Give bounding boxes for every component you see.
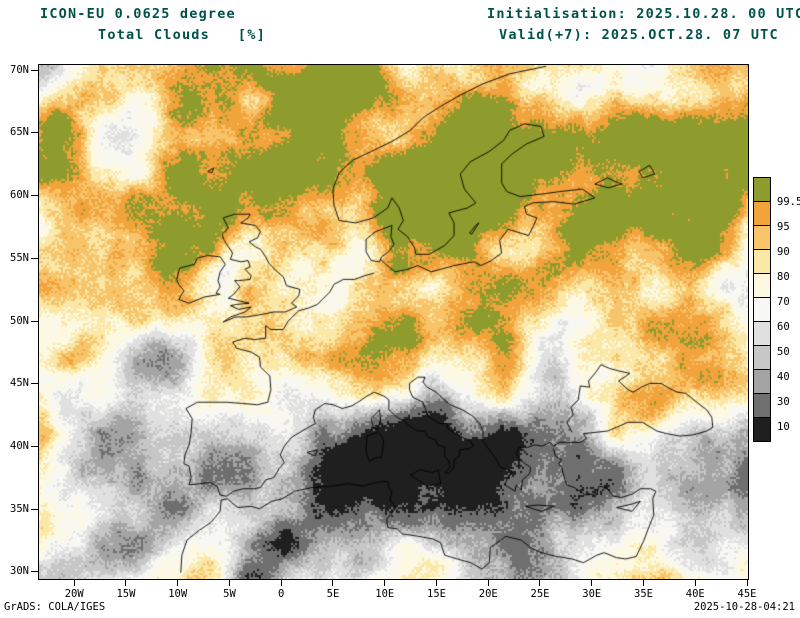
colorbar-label: 95 xyxy=(777,221,790,233)
lon-tick xyxy=(73,580,75,586)
lon-tick xyxy=(435,580,437,586)
lon-tick xyxy=(642,580,644,586)
lat-tick-label: 65N xyxy=(10,126,29,139)
lon-tick-label: 0 xyxy=(278,588,285,600)
lon-tick-label: 35E xyxy=(634,588,653,600)
lon-tick-label: 30E xyxy=(582,588,602,600)
lon-tick-label: 10E xyxy=(375,588,395,600)
lon-tick xyxy=(177,580,179,586)
lon-tick-label: 20W xyxy=(64,588,84,600)
colorbar xyxy=(753,177,771,442)
lon-tick xyxy=(694,580,696,586)
lon-tick xyxy=(228,580,230,586)
colorbar-label: 10 xyxy=(777,421,790,433)
lon-tick-label: 15W xyxy=(116,588,136,600)
colorbar-segment xyxy=(753,273,771,298)
lat-tick xyxy=(31,132,38,134)
grads-credit: GrADS: COLA/IGES xyxy=(4,601,106,613)
init-time-label: Initialisation: 2025.10.28. 00 UTC xyxy=(487,6,800,22)
valid-time-label: Valid(+7): 2025.OCT.28. 07 UTC xyxy=(499,27,779,43)
colorbar-segment xyxy=(753,345,771,370)
lat-tick-label: 55N xyxy=(10,251,29,264)
colorbar-label: 90 xyxy=(777,246,790,258)
colorbar-label: 99.5 xyxy=(777,196,800,208)
lon-tick xyxy=(487,580,489,586)
lat-tick xyxy=(31,69,38,71)
lat-tick-label: 30N xyxy=(10,565,29,578)
lon-tick xyxy=(280,580,282,586)
colorbar-segment xyxy=(753,369,771,394)
colorbar-label: 80 xyxy=(777,271,790,283)
lat-tick-label: 35N xyxy=(10,502,29,515)
colorbar-label: 30 xyxy=(777,396,790,408)
lat-tick-label: 70N xyxy=(10,63,29,76)
lat-tick-label: 40N xyxy=(10,439,29,452)
colorbar-segment xyxy=(753,249,771,274)
lon-tick xyxy=(125,580,127,586)
colorbar-segment xyxy=(753,177,771,202)
lat-tick-label: 50N xyxy=(10,314,29,327)
map-frame xyxy=(38,64,749,580)
cloud-cover-map-canvas xyxy=(39,65,748,579)
creation-timestamp: 2025-10-28-04:21 xyxy=(693,601,795,613)
lon-tick xyxy=(539,580,541,586)
lat-tick-label: 45N xyxy=(10,377,29,390)
colorbar-label: 70 xyxy=(777,296,790,308)
model-title: ICON-EU 0.0625 degree xyxy=(40,6,236,22)
lon-tick-label: 10W xyxy=(168,588,188,600)
lon-tick xyxy=(332,580,334,586)
lat-tick xyxy=(31,320,38,322)
lon-tick-label: 40E xyxy=(685,588,705,600)
colorbar-segment xyxy=(753,297,771,322)
colorbar-segment xyxy=(753,393,771,418)
lat-tick xyxy=(31,508,38,510)
lon-tick-label: 15E xyxy=(427,588,446,600)
lon-tick xyxy=(746,580,748,586)
variable-title: Total Clouds [%] xyxy=(98,27,266,43)
colorbar-segment xyxy=(753,417,771,442)
lon-tick xyxy=(384,580,386,586)
lat-tick-label: 60N xyxy=(10,189,29,202)
lon-tick-label: 25E xyxy=(530,588,550,600)
colorbar-segment xyxy=(753,201,771,226)
lon-tick xyxy=(591,580,593,586)
colorbar-label: 50 xyxy=(777,346,790,358)
lon-tick-label: 45E xyxy=(737,588,757,600)
lon-tick-label: 5E xyxy=(326,588,340,600)
lat-tick xyxy=(31,445,38,447)
lat-tick xyxy=(31,257,38,259)
colorbar-segment xyxy=(753,225,771,250)
colorbar-label: 40 xyxy=(777,371,790,383)
lat-tick xyxy=(31,571,38,573)
lon-tick-label: 20E xyxy=(478,588,498,600)
lat-tick xyxy=(31,383,38,385)
lon-tick-label: 5W xyxy=(223,588,236,600)
colorbar-segment xyxy=(753,321,771,346)
lat-tick xyxy=(31,195,38,197)
colorbar-label: 60 xyxy=(777,321,790,333)
